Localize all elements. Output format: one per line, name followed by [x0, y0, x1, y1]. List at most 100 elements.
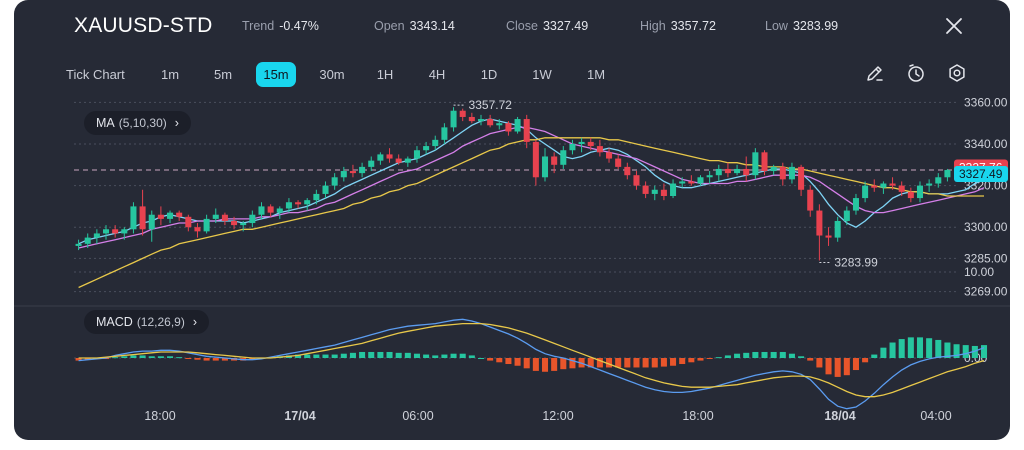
candle: [578, 137, 585, 153]
price-tag-close: 3327.49: [954, 166, 1008, 183]
candle-body: [624, 166, 631, 176]
candle-body: [843, 210, 850, 221]
macd-indicator-pill[interactable]: MACD (12,26,9) ›: [84, 310, 210, 334]
candle: [734, 164, 741, 176]
tab-4h[interactable]: 4H: [428, 67, 446, 82]
macd-histogram-bar: [871, 354, 878, 358]
candle-body: [587, 141, 594, 147]
candle: [761, 150, 768, 176]
macd-histogram-bar: [926, 338, 933, 358]
candle: [642, 181, 649, 199]
candle-body: [221, 214, 228, 221]
candle: [752, 148, 759, 180]
candle-body: [349, 171, 356, 174]
candle: [276, 206, 283, 219]
macd-histogram-bar: [843, 358, 850, 376]
candle-body: [258, 206, 265, 215]
candle: [788, 162, 795, 184]
candle: [258, 202, 265, 219]
macd-histogram-bar: [477, 358, 485, 359]
macd-histogram-bar: [313, 354, 320, 358]
macd-histogram-bar: [606, 358, 613, 368]
macd-histogram-bar: [75, 358, 82, 361]
macd-histogram-bar: [487, 358, 494, 361]
tab-1mo[interactable]: 1M: [586, 67, 606, 82]
macd-histogram-bar: [157, 356, 164, 358]
macd-histogram-bar: [944, 342, 951, 358]
candle: [688, 175, 695, 186]
macd-histogram-bar: [834, 358, 841, 377]
macd-histogram-bar: [404, 352, 411, 358]
tab-1d[interactable]: 1D: [480, 67, 498, 82]
candle-body: [377, 154, 384, 161]
candle: [935, 173, 942, 188]
candle-body: [450, 110, 457, 128]
candle-body: [560, 150, 567, 165]
clock-icon[interactable]: [905, 62, 927, 84]
candle: [212, 208, 219, 224]
candle-body: [532, 141, 539, 178]
candle: [944, 168, 951, 182]
high-label: High: [640, 19, 666, 33]
macd-histogram-bar: [898, 339, 905, 358]
ma-line-ma5: [78, 118, 985, 245]
macd-histogram-bar: [304, 354, 311, 358]
price-tick-label: 3300.00: [964, 220, 1008, 234]
high-marker-label: 3357.72: [469, 98, 513, 112]
candle-body: [487, 119, 494, 126]
candle: [249, 210, 256, 228]
tab-15m[interactable]: 15m: [256, 62, 296, 87]
candle: [285, 198, 292, 213]
draw-icon[interactable]: [864, 62, 886, 84]
candle-body: [203, 218, 210, 232]
tab-5m[interactable]: 5m: [213, 67, 233, 82]
macd-histogram-bar: [295, 354, 302, 358]
macd-histogram-bar: [423, 354, 430, 358]
candle: [505, 121, 512, 136]
tab-1m[interactable]: 1m: [160, 67, 180, 82]
x-axis-label: 04:00: [920, 409, 951, 423]
candle-body: [670, 183, 677, 196]
macd-histogram-bar: [825, 358, 832, 375]
close-icon[interactable]: [944, 16, 964, 36]
candle: [240, 220, 247, 232]
candle-body: [834, 220, 841, 238]
macd-histogram-bar: [450, 353, 457, 358]
candle-body: [148, 214, 155, 230]
macd-histogram-bar: [816, 358, 823, 368]
candle: [331, 173, 338, 190]
candle: [779, 162, 786, 186]
candle-body: [642, 185, 649, 194]
candle: [880, 181, 887, 194]
macd-histogram-bar: [505, 358, 512, 365]
candle-body: [697, 177, 704, 184]
candle: [916, 181, 924, 203]
macd-histogram-bar: [331, 354, 338, 358]
price-tag-bg: [954, 166, 1008, 183]
macd-histogram-bar: [541, 358, 549, 372]
candlestick-chart[interactable]: 3360.00 3340.00 3320.00 3300.00 3285.00 3269.…: [14, 0, 1010, 440]
macd-histogram-bar: [679, 358, 686, 365]
candle: [898, 181, 905, 196]
macd-histogram-bar: [340, 353, 347, 358]
settings-icon[interactable]: [946, 62, 968, 84]
tab-30m[interactable]: 30m: [319, 67, 345, 82]
candle-body: [413, 150, 420, 159]
candle: [157, 206, 164, 226]
chevron-right-icon: ›: [192, 315, 198, 329]
macd-histogram-bar: [167, 356, 174, 358]
tab-tick-chart[interactable]: Tick Chart: [66, 67, 125, 82]
ma-indicator-pill[interactable]: MA (5,10,30) ›: [84, 111, 191, 135]
ma-line-ma10: [78, 126, 985, 249]
tab-1h[interactable]: 1H: [376, 67, 394, 82]
candle: [514, 116, 521, 134]
candle-body: [322, 185, 329, 194]
candle-body: [615, 158, 622, 167]
candle: [624, 162, 631, 180]
tab-1w[interactable]: 1W: [532, 67, 552, 82]
macd-histogram-bar: [130, 355, 137, 358]
candle: [770, 164, 777, 176]
x-axis-label: 18/04: [824, 409, 855, 423]
macd-histogram-bar: [221, 358, 228, 361]
candle: [322, 181, 329, 199]
